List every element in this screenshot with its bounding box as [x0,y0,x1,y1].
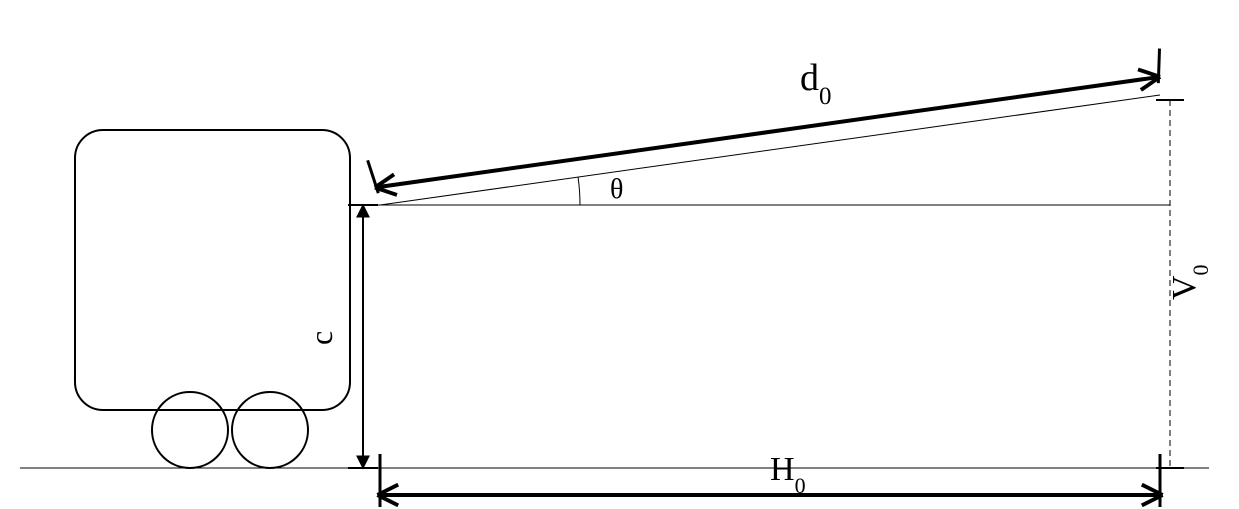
truck-body [75,130,350,410]
svg-text:H0: H0 [770,451,806,498]
svg-text:c: c [303,331,339,345]
d0-tick-left [368,160,379,193]
theta-label: θ [610,174,623,205]
svg-text:θ: θ [610,174,623,205]
d0-dimension-arrow [377,77,1157,187]
v0-label: V0 [1166,264,1213,300]
svg-text:V0: V0 [1166,264,1213,300]
sight-line [380,95,1160,205]
svg-text:d0: d0 [800,57,832,110]
truck-wheel-2 [232,392,308,468]
truck-wheel-1 [152,392,228,468]
d0-tick-right [1158,49,1159,84]
c-label: c [303,331,339,345]
d0-label: d0 [800,57,832,110]
angle-arc [578,177,580,205]
h0-label: H0 [770,451,806,498]
